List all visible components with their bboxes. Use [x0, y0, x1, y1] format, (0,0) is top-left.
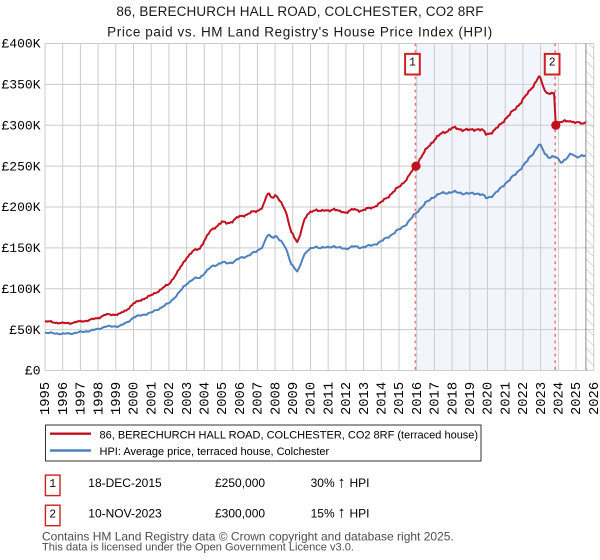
svg-text:£250K: £250K — [1, 159, 40, 174]
svg-text:2002: 2002 — [163, 382, 178, 415]
svg-text:2006: 2006 — [234, 382, 249, 415]
svg-text:↑: ↑ — [338, 474, 346, 491]
svg-text:2026: 2026 — [588, 382, 600, 415]
svg-text:£350K: £350K — [1, 78, 40, 93]
svg-text:10-NOV-2023: 10-NOV-2023 — [88, 506, 162, 520]
svg-text:86, BERECHURCH HALL ROAD, COLC: 86, BERECHURCH HALL ROAD, COLCHESTER, CO… — [116, 4, 483, 19]
svg-text:1: 1 — [409, 57, 416, 70]
svg-text:2001: 2001 — [145, 382, 160, 415]
svg-text:2023: 2023 — [535, 382, 550, 415]
svg-text:2005: 2005 — [216, 382, 231, 415]
svg-text:1997: 1997 — [75, 382, 90, 415]
svg-text:HPI: Average price, terraced h: HPI: Average price, terraced house, Colc… — [100, 446, 330, 458]
svg-text:£250,000: £250,000 — [215, 476, 265, 490]
svg-text:Contains HM Land Registry data: Contains HM Land Registry data © Crown c… — [42, 530, 454, 544]
svg-text:£200K: £200K — [1, 200, 40, 215]
svg-text:£400K: £400K — [1, 37, 40, 52]
svg-text:1999: 1999 — [110, 382, 125, 415]
svg-text:1996: 1996 — [57, 382, 72, 415]
svg-text:£150K: £150K — [1, 241, 40, 256]
svg-text:15%: 15% — [311, 506, 335, 520]
svg-text:£0: £0 — [25, 364, 41, 379]
svg-text:£300,000: £300,000 — [215, 506, 265, 520]
svg-text:2003: 2003 — [181, 382, 196, 415]
svg-text:2: 2 — [549, 57, 556, 70]
svg-text:2024: 2024 — [553, 382, 568, 415]
svg-text:2008: 2008 — [269, 382, 284, 415]
svg-text:2015: 2015 — [393, 382, 408, 415]
svg-text:30%: 30% — [311, 476, 335, 490]
svg-text:£300K: £300K — [1, 118, 40, 133]
svg-text:Price paid vs. HM Land Registr: Price paid vs. HM Land Registry's House … — [107, 25, 493, 40]
svg-text:86, BERECHURCH HALL ROAD, COLC: 86, BERECHURCH HALL ROAD, COLCHESTER, CO… — [100, 429, 479, 441]
svg-text:2: 2 — [49, 508, 56, 521]
svg-text:2013: 2013 — [358, 382, 373, 415]
svg-text:HPI: HPI — [350, 506, 370, 520]
svg-text:2019: 2019 — [464, 382, 479, 415]
svg-text:£50K: £50K — [9, 323, 40, 338]
svg-text:2022: 2022 — [517, 382, 532, 415]
svg-text:2009: 2009 — [287, 382, 302, 415]
svg-text:2010: 2010 — [305, 382, 320, 415]
svg-text:2021: 2021 — [499, 382, 514, 415]
svg-text:This data is licensed under th: This data is licensed under the Open Gov… — [42, 542, 354, 554]
svg-text:2025: 2025 — [570, 382, 585, 415]
svg-text:18-DEC-2015: 18-DEC-2015 — [88, 476, 162, 490]
svg-text:2018: 2018 — [446, 382, 461, 415]
svg-text:2004: 2004 — [199, 382, 214, 415]
svg-text:1995: 1995 — [39, 382, 54, 415]
svg-text:2014: 2014 — [376, 382, 391, 415]
svg-text:2011: 2011 — [322, 382, 337, 415]
svg-text:£100K: £100K — [1, 282, 40, 297]
svg-text:2012: 2012 — [340, 382, 355, 415]
svg-text:1: 1 — [49, 478, 56, 491]
svg-text:2007: 2007 — [252, 382, 267, 415]
svg-text:2017: 2017 — [429, 382, 444, 415]
svg-text:2016: 2016 — [411, 382, 426, 415]
svg-text:↑: ↑ — [338, 504, 346, 521]
svg-text:2020: 2020 — [482, 382, 497, 415]
svg-text:2000: 2000 — [128, 382, 143, 415]
svg-text:1998: 1998 — [92, 382, 107, 415]
svg-text:HPI: HPI — [350, 476, 370, 490]
